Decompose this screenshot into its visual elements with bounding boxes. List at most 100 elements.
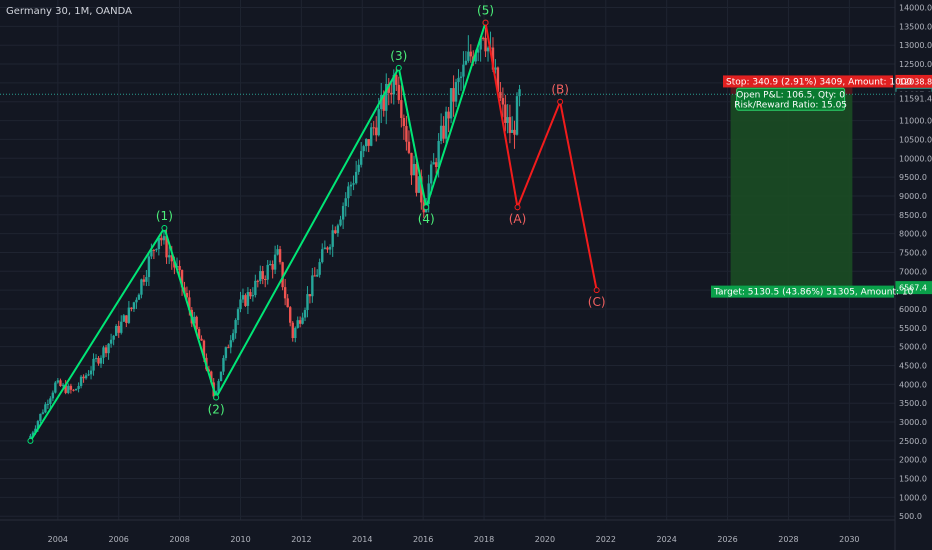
candle-body [434,162,438,168]
candle-body [246,292,250,306]
candle-body [185,292,189,298]
candle-body [217,381,220,392]
candle-body [321,249,324,263]
candle-body [200,338,203,341]
y-tick-label: 5500.0 [899,324,927,333]
target-zone[interactable] [730,94,853,288]
candle-body [457,77,460,83]
candle-body [365,139,368,147]
candle-body [210,371,213,383]
candle-body [127,307,131,323]
open-pnl-label: Open P&L: 106.5, Qty: 0 [736,90,845,100]
y-tick-label: 7000.0 [899,267,927,276]
candle-body [331,230,334,247]
candle-body [157,237,161,250]
risk-reward-label: Risk/Reward Ratio: 15.05 [734,100,847,110]
candle-body [377,109,380,136]
candle-body [31,432,35,436]
candle-body [39,413,42,422]
corrective-wave-point[interactable] [514,204,521,211]
y-tick-label: 2000.0 [899,456,927,465]
candle-body [481,37,485,39]
candle-body [316,274,319,277]
candle-body [72,389,75,391]
candle-body [452,88,455,102]
candle-body [281,262,284,288]
candle-body [183,287,186,293]
candle-body [454,82,458,102]
candle-body [513,129,516,135]
pnl-box[interactable] [736,87,846,111]
candle-body [420,176,423,203]
candle-body [286,298,289,308]
candle-body [496,67,500,92]
impulse-wave-point[interactable] [27,437,34,444]
x-tick-label: 2018 [474,535,494,544]
candle-body [447,111,450,119]
candle-body [84,375,88,379]
candle-body [504,104,507,123]
candle-body [234,320,237,334]
candle-body [112,335,115,340]
x-tick-label: 2016 [413,535,433,544]
candle-body [178,265,181,271]
corrective-wave-point[interactable] [593,287,600,294]
candle-body [390,92,393,95]
candle-body [382,94,385,111]
candle-body [417,176,421,193]
symbol-title: Germany 30, 1M, OANDA [6,6,132,17]
candle-body [336,225,340,234]
candle-body [301,317,304,324]
candle-body [162,236,166,241]
candle-body [152,249,156,251]
corrective-wave-line[interactable] [484,22,598,291]
y-tick-label: 10500.0 [899,135,932,144]
impulse-wave-point[interactable] [395,64,402,71]
candle-body [508,117,512,133]
candle-body [486,47,490,52]
candle-body [469,51,472,57]
x-tick-label: 2004 [48,535,68,544]
wave-label: (4) [418,212,435,226]
candle-body [372,127,375,129]
target-label-box[interactable] [711,285,894,298]
candle-body [44,404,47,413]
y-tick-label: 1000.0 [899,493,927,502]
corrective-wave-point[interactable] [482,19,489,26]
stop-label-box[interactable] [723,75,893,88]
candle-body [259,271,262,282]
candle-body [64,384,67,393]
wave-label: (A) [509,212,527,226]
candle-body [276,249,279,255]
y-tick-label: 8000.0 [899,230,927,239]
candle-body [147,256,151,278]
candle-body [442,125,445,139]
candle-body [89,370,93,375]
impulse-wave-line[interactable] [29,22,487,442]
candle-body [341,206,345,220]
candle-body [479,37,482,50]
y-tick-label: 7500.0 [899,248,927,257]
corrective-wave-point[interactable] [557,98,564,105]
impulse-wave-point[interactable] [213,394,220,401]
candle-body [328,246,332,250]
candle-body [99,357,103,364]
candle-body [219,371,223,382]
candle-body [476,49,480,53]
y-tick-label: 5000.0 [899,343,927,352]
candle-body [515,96,519,135]
candle-body [79,376,83,386]
candle-body [125,315,128,323]
candle-body [97,358,100,364]
candle-body [49,398,52,405]
impulse-wave-point[interactable] [161,224,168,231]
y-tick-label: 12500.0 [899,60,932,69]
candle-body [499,91,502,99]
candle-body [349,184,353,187]
candle-body [392,74,395,95]
candle-body [41,412,45,414]
candle-body [82,376,85,379]
candle-body [249,292,252,297]
impulse-wave-point[interactable] [423,204,430,211]
